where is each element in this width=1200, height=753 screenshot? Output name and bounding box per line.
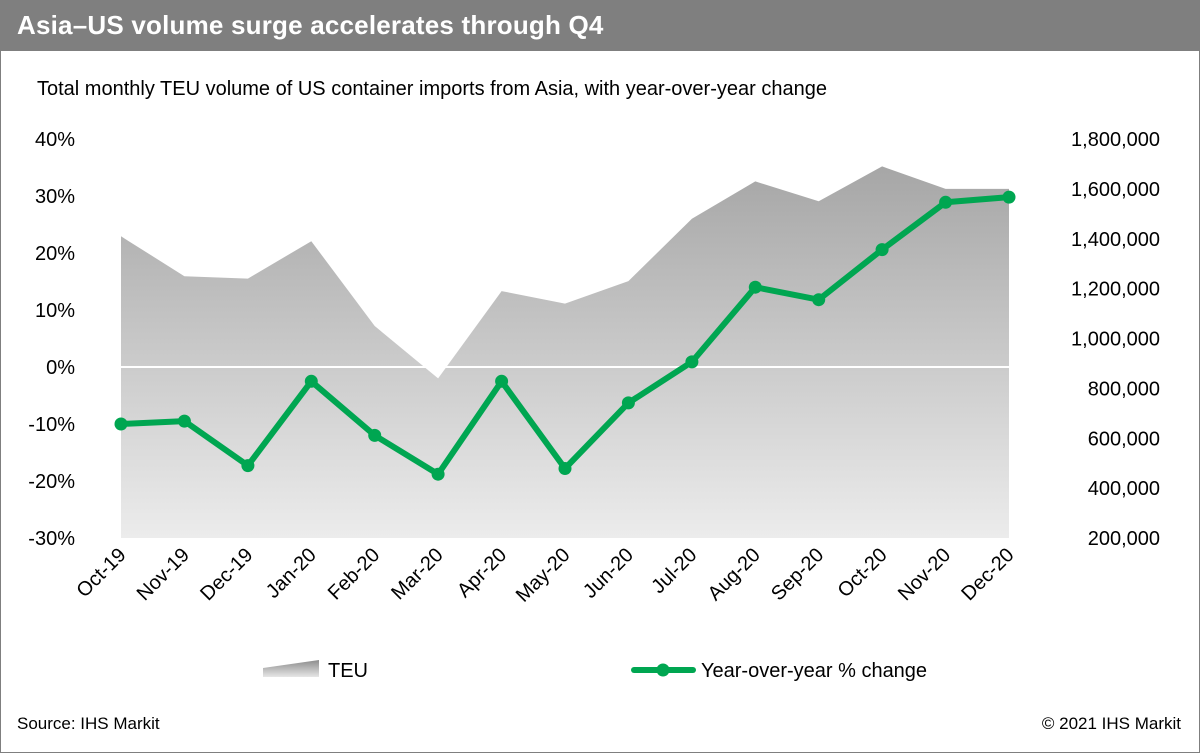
right-axis: 1,800,000 1,600,000 1,400,000 1,200,000 1,00… [1071,129,1160,550]
left-tick-label: 0% [46,357,75,379]
yoy-point [621,396,635,410]
left-tick-label: 10% [35,300,75,322]
teu-area-layer [121,166,1009,538]
legend-label-yoy: Year-over-year % change [701,660,927,682]
source-note: Source: IHS Markit [17,714,160,733]
copyright-note: © 2021 IHS Markit [1041,714,1181,733]
chart-subtitle: Total monthly TEU volume of US container… [37,78,827,100]
x-tick-label: Aug-20 [704,544,765,605]
x-tick-label: Nov-19 [133,544,194,605]
left-tick-label: 40% [35,129,75,151]
right-tick-label: 200,000 [1088,528,1160,550]
right-tick-label: 600,000 [1088,428,1160,450]
yoy-point [685,355,699,369]
right-tick-label: 1,200,000 [1071,279,1160,301]
right-tick-label: 1,600,000 [1071,179,1160,201]
x-tick-label: Dec-19 [196,544,257,605]
x-tick-label: Dec-20 [957,544,1018,605]
yoy-point [1002,190,1016,204]
legend-swatch-teu [263,660,319,677]
left-tick-label: -10% [28,414,75,436]
yoy-point [431,467,445,481]
right-tick-label: 1,400,000 [1071,229,1160,251]
legend-marker-yoy [656,663,670,677]
yoy-point [241,459,255,473]
right-tick-label: 1,000,000 [1071,329,1160,351]
x-tick-label: May-20 [512,544,575,607]
yoy-point [875,243,889,257]
yoy-point [812,293,826,307]
yoy-point [748,280,762,294]
x-tick-label: Mar-20 [387,544,447,604]
title-bar: Asia–US volume surge accelerates through… [1,1,1199,51]
x-tick-label: Nov-20 [894,544,955,605]
x-tick-label: Sep-20 [767,544,828,605]
yoy-point [304,374,318,388]
left-tick-label: -20% [28,471,75,493]
left-tick-label: 30% [35,186,75,208]
left-axis: 40% 30% 20% 10% 0% -10% -20% -30% [28,129,75,550]
yoy-point [368,428,382,442]
yoy-point [495,374,509,388]
right-tick-label: 1,800,000 [1071,129,1160,151]
left-tick-label: -30% [28,528,75,550]
yoy-line-layer [114,190,1016,481]
x-tick-label: Jun-20 [579,544,638,603]
right-tick-label: 800,000 [1088,378,1160,400]
legend-label-teu: TEU [328,660,368,682]
yoy-point [558,462,572,475]
chart-title: Asia–US volume surge accelerates through… [17,10,604,40]
x-axis: Oct-19 Nov-19 Dec-19 Jan-20 Feb-20 Mar-20 Apr-… [73,544,1019,607]
legend: TEU Year-over-year % change [263,660,927,682]
legend-item-yoy: Year-over-year % change [631,660,927,682]
x-tick-label: Apr-20 [453,544,511,602]
yoy-point [939,195,953,209]
yoy-point [114,417,128,431]
yoy-point [177,414,191,428]
legend-item-teu: TEU [263,660,368,682]
x-tick-label: Oct-20 [834,544,892,602]
x-tick-label: Feb-20 [324,544,384,604]
right-tick-label: 400,000 [1088,478,1160,500]
teu-area [121,166,1009,538]
x-tick-label: Jan-20 [262,544,321,603]
x-tick-label: Jul-20 [647,544,701,598]
left-tick-label: 20% [35,243,75,265]
x-tick-label: Oct-19 [73,544,131,602]
